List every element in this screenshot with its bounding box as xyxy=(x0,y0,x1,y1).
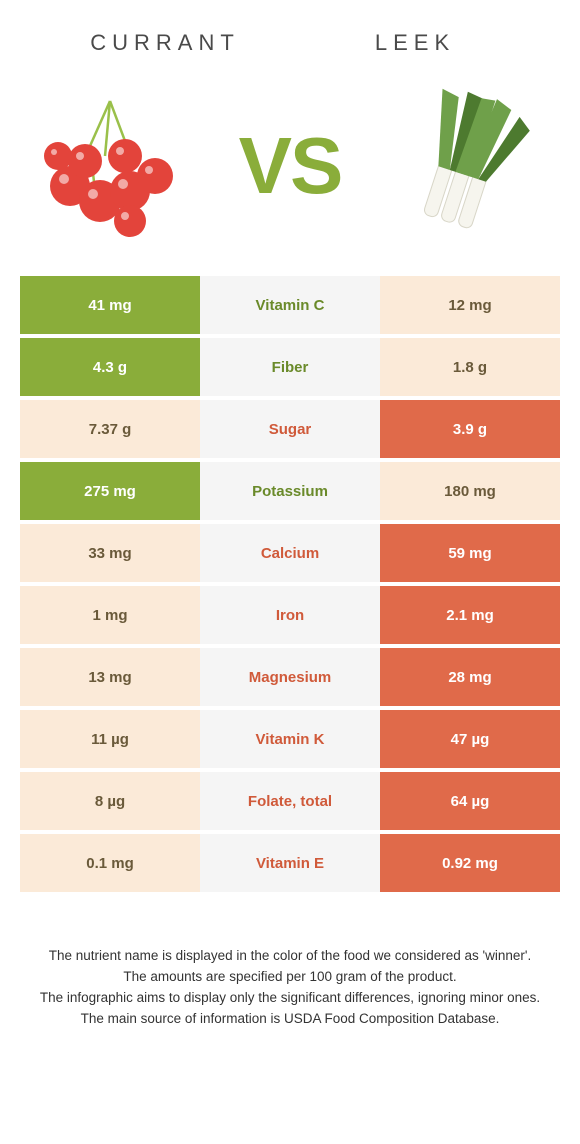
header: CURRANT LEEK xyxy=(0,0,580,76)
comparison-table: 41 mgVitamin C12 mg4.3 gFiber1.8 g7.37 g… xyxy=(0,276,580,892)
currant-image xyxy=(30,86,190,246)
table-row: 275 mgPotassium180 mg xyxy=(20,462,560,520)
nutrient-label-cell: Vitamin E xyxy=(200,834,380,892)
left-value-cell: 275 mg xyxy=(20,462,200,520)
vs-label: VS xyxy=(239,120,342,212)
hero-section: VS xyxy=(0,76,580,276)
right-value-cell: 2.1 mg xyxy=(380,586,560,644)
footer-line: The infographic aims to display only the… xyxy=(30,988,550,1009)
left-value-cell: 8 µg xyxy=(20,772,200,830)
footer-line: The main source of information is USDA F… xyxy=(30,1009,550,1030)
left-value-cell: 13 mg xyxy=(20,648,200,706)
left-value-cell: 33 mg xyxy=(20,524,200,582)
right-value-cell: 12 mg xyxy=(380,276,560,334)
table-row: 11 µgVitamin K47 µg xyxy=(20,710,560,768)
nutrient-label-cell: Calcium xyxy=(200,524,380,582)
left-value-cell: 11 µg xyxy=(20,710,200,768)
right-value-cell: 180 mg xyxy=(380,462,560,520)
footer-line: The nutrient name is displayed in the co… xyxy=(30,946,550,967)
left-value-cell: 1 mg xyxy=(20,586,200,644)
left-value-cell: 41 mg xyxy=(20,276,200,334)
table-row: 7.37 gSugar3.9 g xyxy=(20,400,560,458)
table-row: 33 mgCalcium59 mg xyxy=(20,524,560,582)
left-value-cell: 0.1 mg xyxy=(20,834,200,892)
right-value-cell: 28 mg xyxy=(380,648,560,706)
leek-image xyxy=(390,86,550,246)
nutrient-label-cell: Folate, total xyxy=(200,772,380,830)
nutrient-label-cell: Vitamin K xyxy=(200,710,380,768)
left-value-cell: 4.3 g xyxy=(20,338,200,396)
right-value-cell: 1.8 g xyxy=(380,338,560,396)
nutrient-label-cell: Sugar xyxy=(200,400,380,458)
table-row: 0.1 mgVitamin E0.92 mg xyxy=(20,834,560,892)
right-value-cell: 64 µg xyxy=(380,772,560,830)
right-value-cell: 0.92 mg xyxy=(380,834,560,892)
right-value-cell: 47 µg xyxy=(380,710,560,768)
table-row: 4.3 gFiber1.8 g xyxy=(20,338,560,396)
footer-line: The amounts are specified per 100 gram o… xyxy=(30,967,550,988)
table-row: 41 mgVitamin C12 mg xyxy=(20,276,560,334)
table-row: 8 µgFolate, total64 µg xyxy=(20,772,560,830)
left-value-cell: 7.37 g xyxy=(20,400,200,458)
nutrient-label-cell: Fiber xyxy=(200,338,380,396)
left-food-title: CURRANT xyxy=(40,30,290,56)
nutrient-label-cell: Iron xyxy=(200,586,380,644)
nutrient-label-cell: Magnesium xyxy=(200,648,380,706)
nutrient-label-cell: Vitamin C xyxy=(200,276,380,334)
right-value-cell: 3.9 g xyxy=(380,400,560,458)
table-row: 1 mgIron2.1 mg xyxy=(20,586,560,644)
right-food-title: LEEK xyxy=(290,30,540,56)
nutrient-label-cell: Potassium xyxy=(200,462,380,520)
footer-notes: The nutrient name is displayed in the co… xyxy=(0,896,580,1050)
table-row: 13 mgMagnesium28 mg xyxy=(20,648,560,706)
right-value-cell: 59 mg xyxy=(380,524,560,582)
